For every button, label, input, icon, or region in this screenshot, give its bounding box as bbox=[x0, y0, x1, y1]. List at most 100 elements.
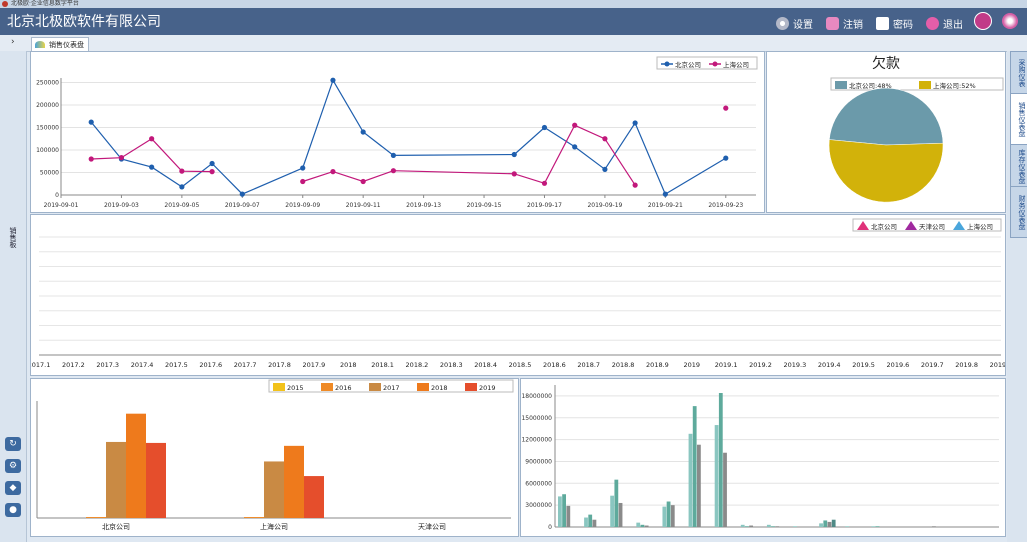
chart-legend: 北京公司:48% 上海公司:52% bbox=[830, 77, 1004, 91]
bar bbox=[588, 514, 593, 527]
refresh-icon[interactable]: ↻ bbox=[5, 437, 21, 451]
pie-title: 欠款 bbox=[872, 56, 900, 72]
bar bbox=[827, 521, 832, 527]
data-point bbox=[723, 105, 729, 111]
legend-swatch bbox=[465, 383, 477, 391]
y-tick-label: 18000000 bbox=[521, 393, 552, 400]
bar bbox=[775, 526, 780, 527]
app-header: 北京北极欧软件有限公司 设置 注销 密码 退出 bbox=[0, 8, 1027, 35]
gear-icon bbox=[776, 16, 789, 30]
x-tick-label: 2019.3 bbox=[783, 361, 806, 369]
x-tick-label: 2018.1 bbox=[371, 361, 394, 369]
bar bbox=[740, 524, 745, 527]
bar bbox=[644, 525, 649, 527]
chart-legend: 北京公司 上海公司 bbox=[656, 56, 758, 70]
x-tick-label: 2019-09-13 bbox=[406, 202, 441, 209]
legend-label: 北京公司 bbox=[675, 60, 701, 69]
x-tick-label: 2017.5 bbox=[165, 361, 188, 369]
x-tick-label: 2019-09-21 bbox=[648, 202, 683, 209]
x-tick-label: 2018.4 bbox=[474, 361, 497, 369]
shield-icon[interactable]: ◆ bbox=[5, 481, 21, 495]
bar bbox=[696, 444, 701, 527]
y-tick-label: 0 bbox=[55, 192, 59, 199]
bar bbox=[304, 476, 324, 518]
bar bbox=[146, 442, 166, 518]
bar bbox=[106, 441, 126, 518]
line-chart-panel: 0 50000 100000 150000 200000 250000 2019-09-01… bbox=[30, 51, 765, 213]
bar bbox=[823, 520, 828, 527]
tab-sales-dashboard[interactable]: 销售仪表盘 bbox=[31, 37, 89, 52]
y-tick-label: 100000 bbox=[36, 147, 59, 154]
company-name: 北京北极欧软件有限公司 bbox=[7, 13, 161, 29]
exit-button[interactable]: 退出 bbox=[926, 15, 963, 31]
tab-purchase[interactable]: 采购仪表 bbox=[1010, 51, 1027, 94]
user-icon[interactable]: ● bbox=[5, 503, 21, 517]
expand-panel-button[interactable]: › bbox=[11, 37, 15, 47]
legend-label: 北京公司 bbox=[871, 222, 897, 231]
series-line bbox=[91, 108, 726, 185]
tab-inventory[interactable]: 库存仪表盘 bbox=[1010, 144, 1027, 188]
password-icon bbox=[876, 16, 889, 30]
legend-label: 上海公司 bbox=[967, 222, 993, 231]
data-point bbox=[632, 182, 638, 188]
legend-swatch bbox=[835, 81, 847, 89]
legend-label: 2016 bbox=[335, 384, 352, 392]
x-tick-label: 2017.7 bbox=[234, 361, 257, 369]
data-point bbox=[118, 155, 125, 161]
x-tick-label: 2019-09-03 bbox=[104, 202, 139, 209]
legend-swatch-dot bbox=[712, 61, 718, 67]
legend-swatch bbox=[321, 383, 333, 391]
skin-button[interactable] bbox=[1002, 13, 1022, 29]
amount-bar-panel: 0 3000000 6000000 9000000 12000000 15000000 18… bbox=[520, 378, 1006, 537]
data-point bbox=[541, 124, 548, 131]
x-tick-label: 2018.7 bbox=[577, 361, 600, 369]
data-point bbox=[360, 178, 366, 185]
bar bbox=[558, 496, 562, 527]
x-tick-label: 2019-09-01 bbox=[44, 202, 79, 209]
tab-finance[interactable]: 财务仪表盘 bbox=[1010, 186, 1027, 238]
bar bbox=[666, 501, 671, 527]
pie-slice bbox=[829, 87, 944, 146]
bar bbox=[793, 526, 797, 527]
data-point bbox=[572, 144, 578, 150]
bar bbox=[284, 445, 304, 518]
x-tick-label: 天津公司 bbox=[418, 523, 446, 531]
tab-strip: 销售仪表盘 bbox=[0, 35, 1027, 52]
exit-label: 退出 bbox=[943, 19, 963, 31]
settings-button[interactable]: 设置 bbox=[776, 15, 813, 31]
gear-icon[interactable]: ⚙ bbox=[5, 459, 21, 473]
legend-swatch bbox=[857, 221, 869, 230]
x-tick-label: 2019-09-15 bbox=[467, 202, 502, 209]
pie-chart-panel: 欠款北京公司:48% 上海公司:52% bbox=[766, 51, 1006, 213]
legend-swatch bbox=[905, 221, 917, 230]
data-point bbox=[511, 151, 517, 158]
y-tick-label: 50000 bbox=[40, 170, 59, 177]
y-tick-label: 3000000 bbox=[525, 502, 552, 509]
legend-swatch bbox=[273, 383, 285, 391]
series-line bbox=[90, 78, 727, 195]
logout-icon bbox=[826, 16, 839, 30]
bar bbox=[566, 505, 571, 527]
data-point bbox=[209, 160, 215, 167]
x-tick-label: 2019 bbox=[684, 361, 701, 369]
bar bbox=[745, 526, 749, 527]
data-point bbox=[300, 165, 306, 171]
y-tick-label: 9000000 bbox=[525, 458, 552, 465]
x-tick-label: 2019.6 bbox=[887, 361, 910, 369]
help-button[interactable] bbox=[974, 12, 996, 30]
legend-box bbox=[830, 77, 1004, 91]
company-bar-chart: 北京公司 上海公司 天津公司 2015 2016 2017 2018 2019 bbox=[36, 379, 514, 531]
password-button[interactable]: 密码 bbox=[876, 15, 913, 31]
y-tick-label: 0 bbox=[548, 524, 552, 531]
data-point bbox=[541, 180, 548, 186]
data-point bbox=[330, 77, 336, 83]
x-tick-label: 2019.1 bbox=[715, 361, 738, 369]
pie-slice bbox=[828, 139, 944, 203]
data-point bbox=[179, 184, 185, 190]
logout-button[interactable]: 注销 bbox=[826, 15, 863, 31]
bar bbox=[618, 502, 623, 527]
legend-label: 2017 bbox=[383, 384, 400, 392]
y-tick-label: 12000000 bbox=[521, 437, 552, 444]
tab-sales[interactable]: 销售仪表盘 bbox=[1010, 93, 1027, 146]
bar bbox=[640, 524, 645, 527]
